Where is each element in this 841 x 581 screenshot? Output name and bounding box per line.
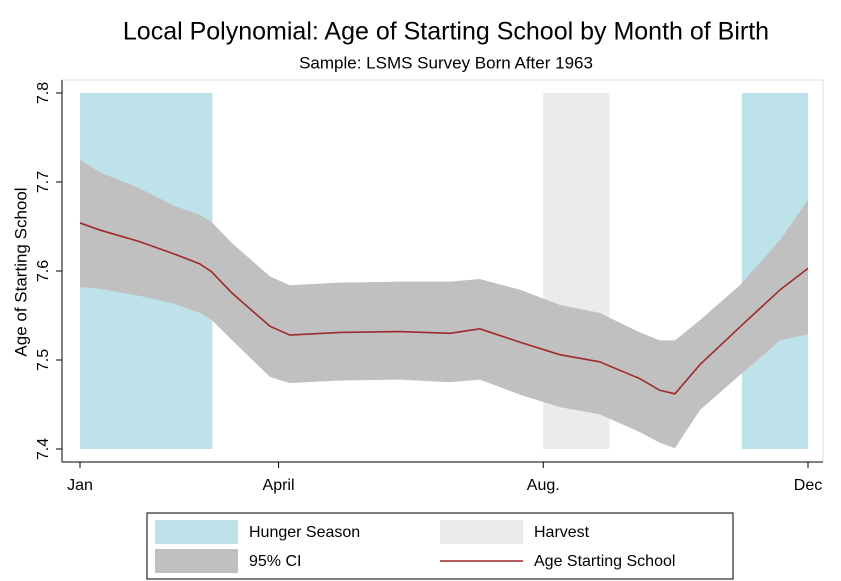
x-tick-label: Jan — [67, 477, 93, 494]
chart-title: Local Polynomial: Age of Starting School… — [123, 18, 769, 46]
x-tick-label: April — [263, 477, 295, 494]
legend-swatch — [155, 549, 238, 573]
y-tick-label: 7.6 — [35, 260, 52, 282]
x-tick-label: Dec — [794, 477, 822, 494]
legend-label: Harvest — [534, 524, 590, 541]
y-tick-label: 7.5 — [35, 349, 52, 371]
legend-label: 95% CI — [249, 553, 301, 570]
y-axis-label: Age of Starting School — [11, 187, 30, 356]
ci-band — [80, 159, 808, 449]
chart-subtitle: Sample: LSMS Survey Born After 1963 — [299, 53, 593, 72]
legend-swatch — [155, 520, 238, 544]
y-tick-label: 7.4 — [35, 438, 52, 460]
line — [79, 222, 809, 395]
y-tick-label: 7.7 — [35, 171, 52, 193]
legend-label: Age Starting School — [534, 553, 675, 570]
legend-label: Hunger Season — [249, 524, 360, 541]
y-tick-label: 7.8 — [35, 82, 52, 104]
x-tick-label: Aug. — [527, 477, 560, 494]
legend-swatch — [440, 520, 523, 544]
